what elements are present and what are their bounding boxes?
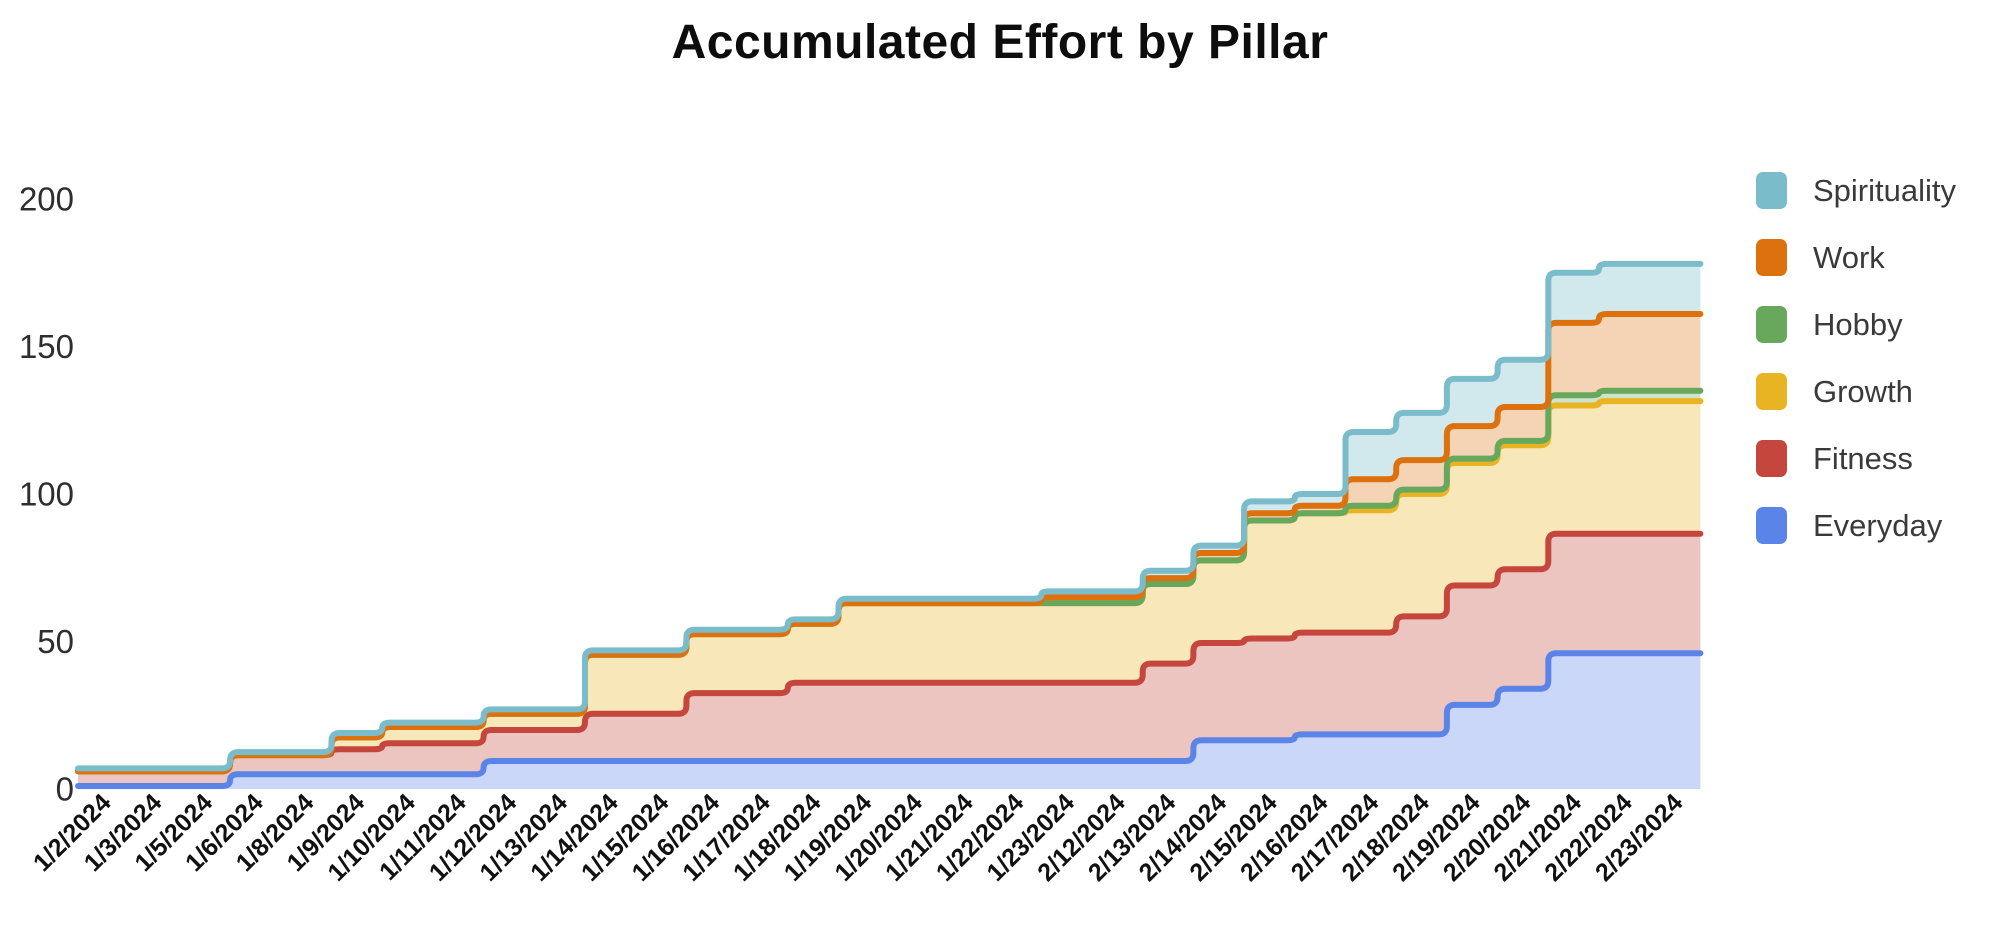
legend-label: Hobby xyxy=(1813,307,1903,342)
x-axis: 1/2/20241/3/20241/5/20241/6/20241/8/2024… xyxy=(28,788,1688,887)
series-line-spirituality xyxy=(75,260,1704,772)
y-tick-label: 100 xyxy=(19,476,74,513)
series-line-fitness xyxy=(75,530,1704,775)
legend-item-fitness: Fitness xyxy=(1756,440,1913,477)
series-area-everyday xyxy=(78,653,1701,789)
legend-swatch-fitness xyxy=(1756,440,1787,477)
series-lines xyxy=(75,260,1704,789)
legend-item-hobby: Hobby xyxy=(1756,306,1903,343)
legend-label: Spirituality xyxy=(1813,173,1956,208)
legend-swatch-work xyxy=(1756,239,1787,276)
legend-item-growth: Growth xyxy=(1756,373,1913,410)
legend-item-work: Work xyxy=(1756,239,1885,276)
series-fills xyxy=(78,263,1701,789)
legend-label: Work xyxy=(1813,240,1885,275)
y-tick-label: 200 xyxy=(19,181,74,218)
legend-swatch-hobby xyxy=(1756,306,1787,343)
legend-swatch-spirituality xyxy=(1756,172,1787,209)
legend-item-spirituality: Spirituality xyxy=(1756,172,1956,209)
series-line-everyday xyxy=(75,650,1704,789)
legend-swatch-everyday xyxy=(1756,507,1787,544)
chart-title: Accumulated Effort by Pillar xyxy=(672,16,1329,69)
legend: Spirituality Work Hobby Growth Fitness Everyd… xyxy=(1756,172,1956,544)
legend-label: Growth xyxy=(1813,374,1913,409)
y-axis: 0 50 100 150 200 xyxy=(19,181,74,808)
legend-item-everyday: Everyday xyxy=(1756,507,1943,544)
y-tick-label: 50 xyxy=(37,623,74,660)
legend-label: Everyday xyxy=(1813,508,1943,543)
legend-swatch-growth xyxy=(1756,373,1787,410)
legend-label: Fitness xyxy=(1813,441,1913,476)
y-tick-label: 0 xyxy=(56,771,74,808)
y-tick-label: 150 xyxy=(19,328,74,365)
series-area-fitness xyxy=(78,533,1701,786)
series-area-growth xyxy=(78,401,1701,772)
